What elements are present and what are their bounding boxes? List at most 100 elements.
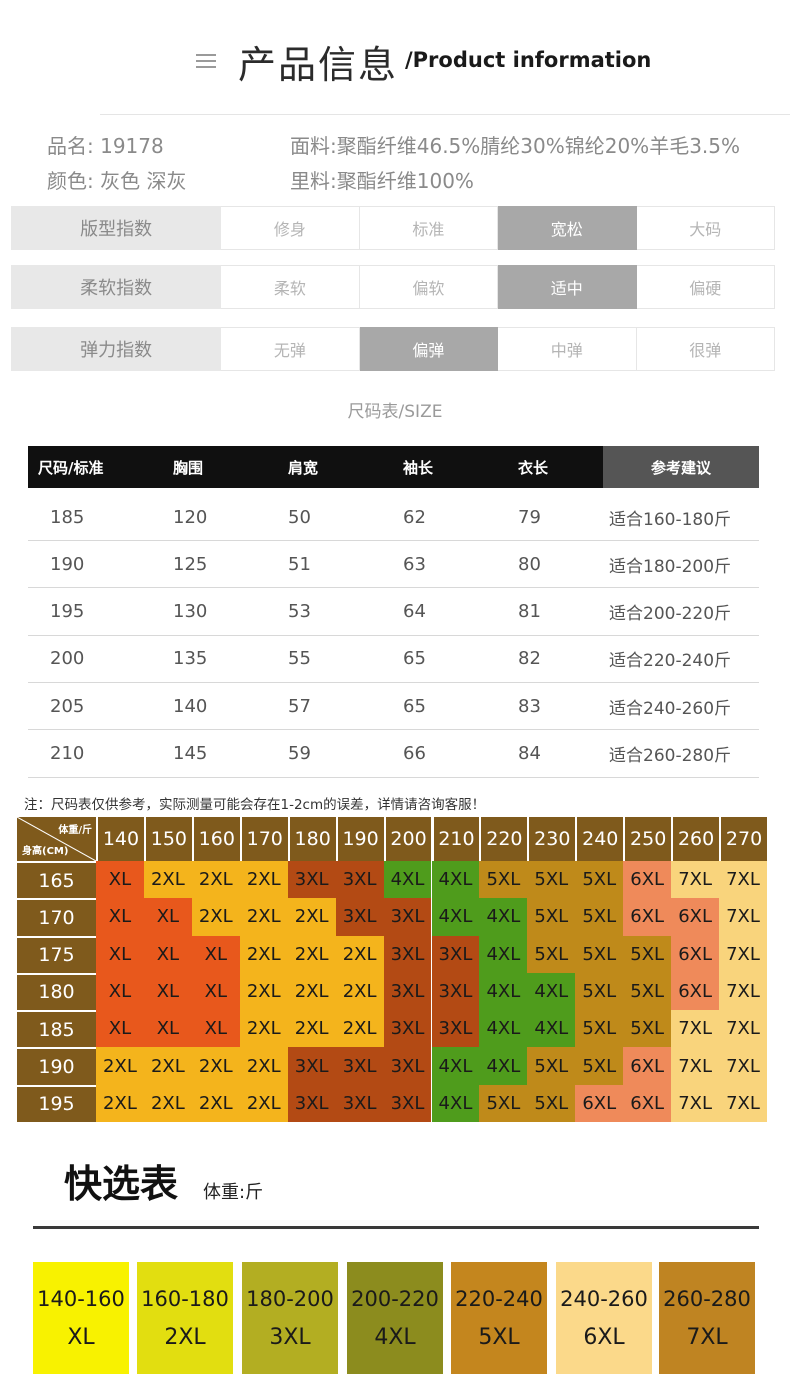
size-table-row: 210 145 59 66 84 适合260-280斤 <box>28 731 759 778</box>
grid-size-cell: 6XL <box>671 898 720 936</box>
size-table-cell: 195 <box>50 601 85 623</box>
quick-select-item: 200-220 4XL <box>347 1262 443 1374</box>
grid-size-cell: XL <box>143 1010 192 1048</box>
quick-select-range: 260-280 <box>663 1286 751 1311</box>
color-info: 颜色: 灰色 深灰 <box>47 165 186 194</box>
grid-size-cell: 6XL <box>623 861 672 899</box>
index-option: 中弹 <box>498 327 637 371</box>
grid-size-cell: 7XL <box>719 1047 767 1085</box>
index-option: 适中 <box>498 265 637 309</box>
grid-weight-label: 220 <box>479 817 528 861</box>
grid-size-cell: 4XL <box>383 861 432 899</box>
lining-value: 聚酯纤维100% <box>336 169 474 193</box>
size-table-cell: 65 <box>403 695 426 717</box>
quick-select-range: 140-160 <box>37 1286 125 1311</box>
grid-weight-label: 270 <box>719 817 767 861</box>
grid-weight-label: 160 <box>191 817 240 861</box>
size-table-cell: 79 <box>518 506 541 528</box>
size-table-caption: 尺码表/SIZE <box>347 402 443 422</box>
index-label: 版型指数 <box>11 206 222 250</box>
grid-size-cell: 7XL <box>719 1010 767 1048</box>
grid-size-cell: 2XL <box>239 1084 288 1122</box>
grid-size-cell: 7XL <box>719 861 767 899</box>
quick-select-size: 2XL <box>164 1324 206 1350</box>
grid-height-label: 175 <box>17 935 96 973</box>
grid-size-cell: 2XL <box>239 1047 288 1085</box>
size-table-cell: 适合220-240斤 <box>609 651 732 672</box>
page-header: 产品信息 /Product information <box>0 28 790 92</box>
grid-size-cell: 4XL <box>431 898 480 936</box>
size-table-cell: 适合200-220斤 <box>609 604 732 625</box>
grid-size-cell: 2XL <box>191 1047 240 1085</box>
size-table-cell: 适合160-180斤 <box>609 509 732 530</box>
item-number: 品名: 19178 <box>47 130 164 159</box>
grid-size-cell: 2XL <box>191 861 240 899</box>
quick-select-size: 4XL <box>374 1324 416 1350</box>
grid-size-cell: XL <box>143 898 192 936</box>
grid-height-label: 195 <box>17 1084 96 1122</box>
color-label: 颜色: <box>47 169 94 193</box>
quick-select-range: 240-260 <box>560 1286 648 1311</box>
grid-size-cell: 5XL <box>527 935 576 973</box>
size-table-header-cell: 尺码/标准 <box>28 446 155 488</box>
grid-size-cell: 5XL <box>479 861 528 899</box>
grid-size-cell: 5XL <box>575 898 624 936</box>
grid-size-cell: 3XL <box>287 861 336 899</box>
size-table-cell: 63 <box>403 553 426 575</box>
diagonal-line <box>17 817 96 861</box>
grid-size-cell: 2XL <box>287 1010 336 1048</box>
size-table-cell: 59 <box>288 743 311 764</box>
grid-size-cell: 4XL <box>527 1010 576 1048</box>
page-title-en: /Product information <box>405 48 652 72</box>
size-grid: 体重/斤 身高(CM) 140 150 160 170 180 190 200 210 220 2… <box>17 817 767 1122</box>
size-table-cell: 53 <box>288 601 311 623</box>
grid-weight-label: 230 <box>527 817 576 861</box>
index-option: 大码 <box>636 206 775 250</box>
grid-size-cell: 3XL <box>335 898 384 936</box>
grid-size-cell: 2XL <box>239 935 288 973</box>
size-table-cell: 57 <box>288 695 311 717</box>
grid-size-cell: 3XL <box>383 972 432 1011</box>
grid-size-cell: 6XL <box>623 898 672 936</box>
grid-size-cell: 4XL <box>479 935 528 973</box>
grid-size-cell: 4XL <box>479 898 528 936</box>
grid-size-cell: 3XL <box>335 861 384 899</box>
grid-size-cell: 7XL <box>671 1084 720 1122</box>
size-table-cell: 62 <box>403 506 426 528</box>
size-table-cell: 50 <box>288 506 311 528</box>
size-table-cell: 81 <box>518 601 541 623</box>
grid-size-cell: 3XL <box>383 1010 432 1048</box>
grid-size-cell: 2XL <box>287 972 336 1011</box>
size-table-cell: 145 <box>173 743 208 764</box>
quick-select-range: 180-200 <box>246 1286 334 1311</box>
size-table-cell: 84 <box>518 743 541 764</box>
grid-size-cell: 4XL <box>479 972 528 1011</box>
grid-size-cell: XL <box>143 972 192 1011</box>
grid-size-cell: 3XL <box>383 1084 432 1122</box>
grid-size-cell: 5XL <box>623 972 672 1011</box>
grid-size-cell: 2XL <box>239 972 288 1011</box>
grid-size-cell: XL <box>191 972 240 1011</box>
grid-size-cell: 2XL <box>287 898 336 936</box>
lining-label: 里料: <box>290 169 337 193</box>
index-option: 标准 <box>359 206 499 250</box>
size-table-cell: 适合240-260斤 <box>609 698 732 719</box>
grid-size-cell: 5XL <box>575 1010 624 1048</box>
index-row: 弹力指数 无弹 偏弹 中弹 很弹 <box>11 327 775 371</box>
grid-size-cell: 5XL <box>575 1047 624 1085</box>
grid-weight-label: 170 <box>239 817 288 861</box>
size-table-cell: 140 <box>173 695 208 717</box>
quick-select-unit: 体重:斤 <box>203 1182 264 1203</box>
item-number-value: 19178 <box>100 134 164 158</box>
grid-size-cell: XL <box>96 935 144 973</box>
index-option: 修身 <box>221 206 360 250</box>
size-table-cell: 适合260-280斤 <box>609 746 732 766</box>
index-option: 偏硬 <box>636 265 775 309</box>
quick-select-item: 260-280 7XL <box>659 1262 755 1374</box>
size-table-header-cell: 胸围 <box>155 446 270 488</box>
grid-size-cell: 5XL <box>527 1084 576 1122</box>
grid-height-label: 190 <box>17 1047 96 1085</box>
size-table-cell: 66 <box>403 743 426 764</box>
size-table-row: 185 120 50 62 79 适合160-180斤 <box>28 494 759 541</box>
grid-height-header: 身高(CM) <box>22 846 69 857</box>
